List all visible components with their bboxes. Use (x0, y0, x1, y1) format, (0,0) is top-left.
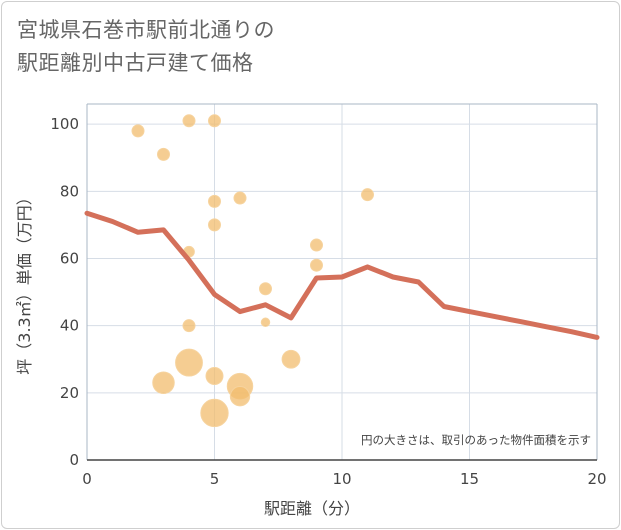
y-tick-label: 100 (50, 115, 79, 133)
scatter-point (259, 282, 272, 296)
scatter-point (208, 218, 221, 232)
chart-title: 宮城県石巻市駅前北通りの 駅距離別中古戸建て価格 (17, 14, 577, 80)
x-tick-label: 10 (332, 470, 351, 488)
scatter-point (157, 147, 170, 161)
y-tick-label: 0 (69, 451, 79, 469)
y-tick-label: 60 (60, 249, 79, 267)
bubble-size-note: 円の大きさは、取引のあった物件面積を示す (361, 433, 591, 447)
y-tick-label: 20 (60, 384, 79, 402)
scatter-point (260, 317, 271, 328)
scatter-point (208, 194, 221, 208)
scatter-point (182, 319, 196, 333)
scatter-point (310, 238, 323, 252)
y-tick-label: 40 (60, 317, 79, 335)
scatter-point (182, 114, 196, 128)
x-tick-label: 5 (210, 470, 220, 488)
y-axis-title: 坪（3.3㎡）単価（万円） (15, 189, 34, 374)
x-axis-title: 駅距離（分） (264, 499, 360, 518)
chart-title-line-1: 宮城県石巻市駅前北通りの (17, 18, 275, 42)
scatter-point (310, 258, 323, 272)
scatter-point (152, 371, 175, 394)
x-tick-label: 15 (460, 470, 479, 488)
y-tick-label: 80 (60, 182, 79, 200)
scatter-point (200, 398, 229, 428)
average-price-line (84, 210, 600, 340)
scatter-point (233, 191, 247, 205)
scatter-point (175, 348, 203, 377)
x-tick-label: 0 (82, 470, 92, 488)
x-tick-label: 20 (587, 470, 606, 488)
scatter-point (131, 124, 145, 138)
scatter-point (229, 386, 251, 407)
scatter-point (205, 367, 224, 386)
scatter-point (361, 188, 374, 202)
scatter-point (281, 349, 301, 369)
chart-title-line-2: 駅距離別中古戸建て価格 (17, 51, 254, 75)
scatter-point (208, 114, 221, 128)
